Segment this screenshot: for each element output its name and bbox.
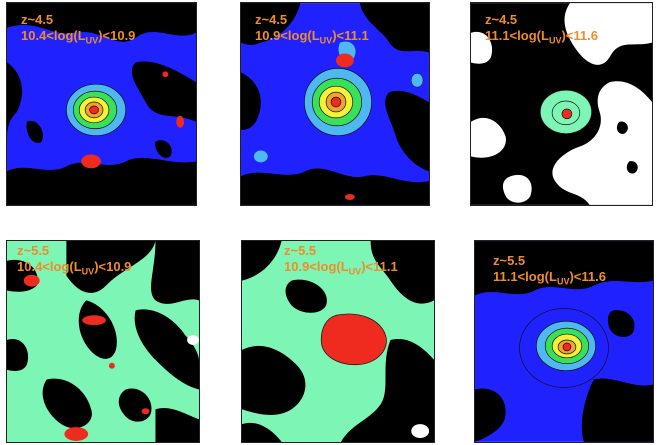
contour-panel-z55-mid: z~5.5 10.9<log(LUV)<11.1	[241, 240, 435, 443]
contour-panel-z45-high: z~4.5 11.1<log(LUV)<11.6	[470, 2, 653, 206]
contour-map	[475, 241, 653, 442]
contour-panel-z45-low: z~4.5 10.4<log(LUV)<10.9	[6, 2, 197, 206]
contour-map	[7, 241, 199, 442]
contour-map	[471, 3, 652, 205]
contour-map	[7, 3, 196, 205]
contour-map	[242, 241, 434, 442]
contour-panel-z55-low: z~5.5 10.4<log(LUV)<10.9	[6, 240, 200, 443]
contour-panel-z55-high: z~5.5 11.1<log(LUV)<11.6	[474, 240, 654, 443]
contour-panel-z45-mid: z~4.5 10.9<log(LUV)<11.1	[240, 2, 430, 206]
contour-map	[241, 3, 429, 205]
